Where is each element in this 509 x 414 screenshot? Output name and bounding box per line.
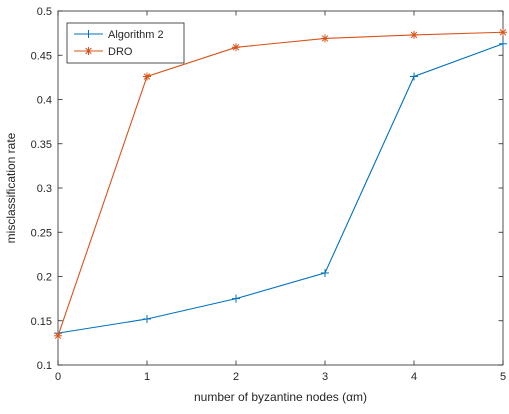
data-point (143, 314, 151, 323)
legend-label: Algorithm 2 (108, 29, 164, 41)
x-axis-label: number of byzantine nodes (αm) (194, 390, 367, 404)
data-point (232, 43, 240, 52)
y-tick-label: 0.1 (37, 360, 52, 372)
series-line (57, 31, 504, 336)
x-tick-label: 0 (55, 371, 61, 383)
y-tick-label: 0.25 (31, 227, 52, 239)
legend-item: Algorithm 2 (74, 29, 164, 41)
data-point (54, 331, 62, 340)
x-tick-label: 2 (233, 371, 239, 383)
legend-item: DRO (74, 46, 133, 58)
y-tick-label: 0.2 (37, 272, 52, 284)
y-tick-label: 0.15 (31, 316, 52, 328)
data-point (410, 72, 418, 81)
legend-box (66, 22, 185, 64)
series-line (57, 43, 504, 334)
x-tick-label: 4 (411, 371, 417, 383)
series-layer (54, 28, 507, 340)
y-tick-label: 0.4 (37, 95, 52, 107)
data-point (499, 28, 507, 37)
legend-items: Algorithm 2 DRO (74, 29, 164, 58)
y-axis-label: misclassification rate (4, 132, 18, 243)
data-point (143, 72, 151, 81)
data-point (410, 30, 418, 39)
data-point (84, 30, 93, 38)
data-point (499, 39, 507, 48)
x-tick-label: 5 (500, 371, 506, 383)
data-point (321, 34, 329, 43)
y-tick-label: 0.5 (37, 6, 52, 18)
legend: Algorithm 2 DRO (66, 22, 185, 64)
y-tick-label: 0.3 (37, 183, 52, 195)
data-point (84, 47, 93, 55)
legend-label: DRO (108, 46, 133, 58)
data-point (232, 294, 240, 303)
y-tick-label: 0.35 (31, 139, 52, 151)
x-tick-label: 3 (322, 371, 328, 383)
y-tick-label: 0.45 (31, 50, 52, 62)
plot-area (57, 10, 504, 366)
data-point (321, 268, 329, 277)
axis-ticks: 0 1 2 3 4 5 0.1 0.15 0.2 0.25 0.3 0.35 0.4 0.45 0.5 (31, 6, 506, 383)
x-tick-label: 1 (144, 371, 150, 383)
series-2 (54, 28, 507, 340)
